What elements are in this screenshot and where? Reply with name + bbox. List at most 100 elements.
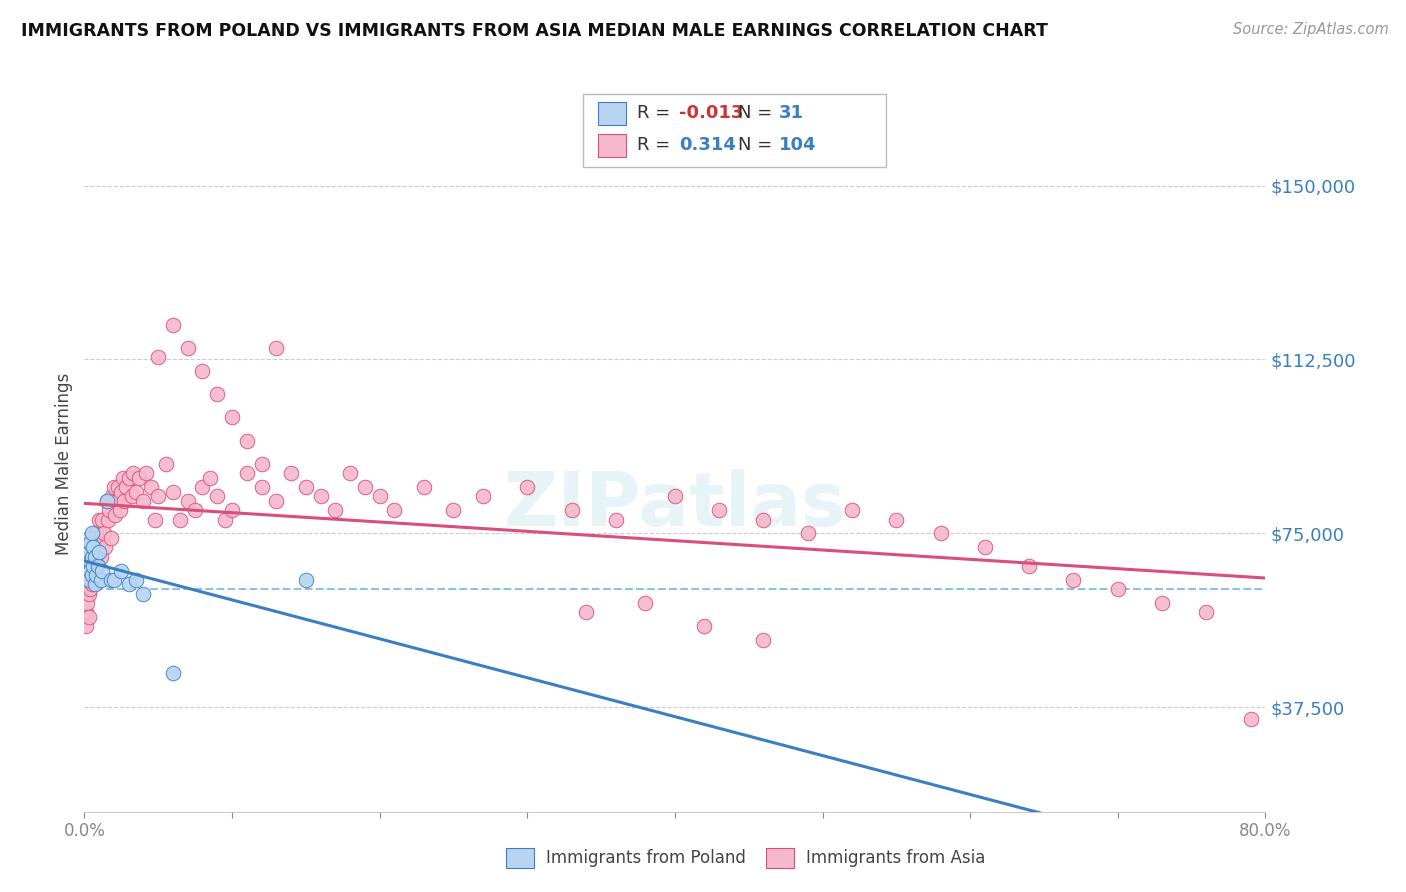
Point <box>79 564 101 578</box>
Point <box>516 480 538 494</box>
Point <box>221 410 243 425</box>
Point <box>79 564 101 578</box>
Point <box>250 480 273 494</box>
Point <box>86 541 108 555</box>
Point <box>1195 605 1218 619</box>
Text: 104: 104 <box>779 136 817 154</box>
Point <box>264 494 288 508</box>
Point <box>323 503 347 517</box>
Point <box>295 480 318 494</box>
Point <box>90 573 112 587</box>
Point <box>118 471 141 485</box>
Point <box>110 564 132 578</box>
Point <box>103 480 125 494</box>
Point <box>634 596 657 610</box>
Point <box>84 568 107 582</box>
Point <box>198 471 221 485</box>
Point <box>75 619 97 633</box>
Point <box>205 387 228 401</box>
Point <box>76 582 98 596</box>
Point <box>339 466 361 480</box>
Point <box>75 564 97 578</box>
Point <box>709 503 731 517</box>
Point <box>139 480 162 494</box>
Y-axis label: Median Male Earnings: Median Male Earnings <box>55 373 73 555</box>
Point <box>111 471 134 485</box>
Point <box>82 568 104 582</box>
Point <box>264 341 288 355</box>
Point <box>118 577 141 591</box>
Point <box>162 318 184 332</box>
Point <box>886 512 908 526</box>
Point <box>1240 712 1263 726</box>
Point <box>472 489 495 503</box>
Point <box>132 494 155 508</box>
Point <box>80 541 103 555</box>
Text: N =: N = <box>738 104 778 122</box>
Point <box>103 573 125 587</box>
Text: ZIPatlas: ZIPatlas <box>503 469 846 542</box>
Point <box>368 489 391 503</box>
Point <box>75 549 97 564</box>
Point <box>83 549 105 564</box>
Text: 31: 31 <box>779 104 804 122</box>
Point <box>87 512 111 526</box>
Point <box>77 573 100 587</box>
Point <box>84 526 107 541</box>
Point <box>221 503 243 517</box>
Text: Source: ZipAtlas.com: Source: ZipAtlas.com <box>1233 22 1389 37</box>
Point <box>235 434 259 448</box>
Point <box>664 489 686 503</box>
Point <box>177 494 200 508</box>
Point <box>110 484 132 499</box>
Point <box>77 587 100 601</box>
Point <box>91 564 114 578</box>
Point <box>693 619 716 633</box>
Point <box>122 466 145 480</box>
Point <box>87 545 111 559</box>
Point <box>841 503 863 517</box>
Point <box>76 596 98 610</box>
Point <box>354 480 377 494</box>
Point <box>101 489 124 503</box>
Text: R =: R = <box>637 104 676 122</box>
Point <box>75 605 97 619</box>
Point <box>162 665 184 680</box>
Text: Immigrants from Poland: Immigrants from Poland <box>546 849 745 867</box>
Point <box>121 489 143 503</box>
Point <box>125 484 148 499</box>
Point <box>80 526 103 541</box>
Point <box>80 558 103 573</box>
Point <box>169 512 191 526</box>
Point <box>112 494 135 508</box>
Point <box>148 489 170 503</box>
Point <box>91 512 114 526</box>
Point <box>90 549 112 564</box>
Point <box>82 558 104 573</box>
Point <box>100 531 122 545</box>
Point <box>97 512 120 526</box>
Point <box>80 568 103 582</box>
Point <box>1107 582 1129 596</box>
Point <box>79 554 101 568</box>
Point <box>82 549 104 564</box>
Point <box>86 558 108 573</box>
Point <box>155 457 177 471</box>
Point <box>132 587 155 601</box>
Text: -0.013: -0.013 <box>679 104 744 122</box>
Point <box>79 549 101 564</box>
Point <box>752 512 775 526</box>
Point <box>235 466 259 480</box>
Point <box>76 558 98 573</box>
Point <box>125 573 148 587</box>
Text: N =: N = <box>738 136 778 154</box>
Point <box>148 350 170 364</box>
Point <box>382 503 406 517</box>
Point <box>143 512 166 526</box>
Point <box>752 633 775 648</box>
Point <box>98 503 121 517</box>
Point <box>108 503 131 517</box>
Point <box>605 512 627 526</box>
Point <box>76 541 98 555</box>
Point <box>96 494 118 508</box>
